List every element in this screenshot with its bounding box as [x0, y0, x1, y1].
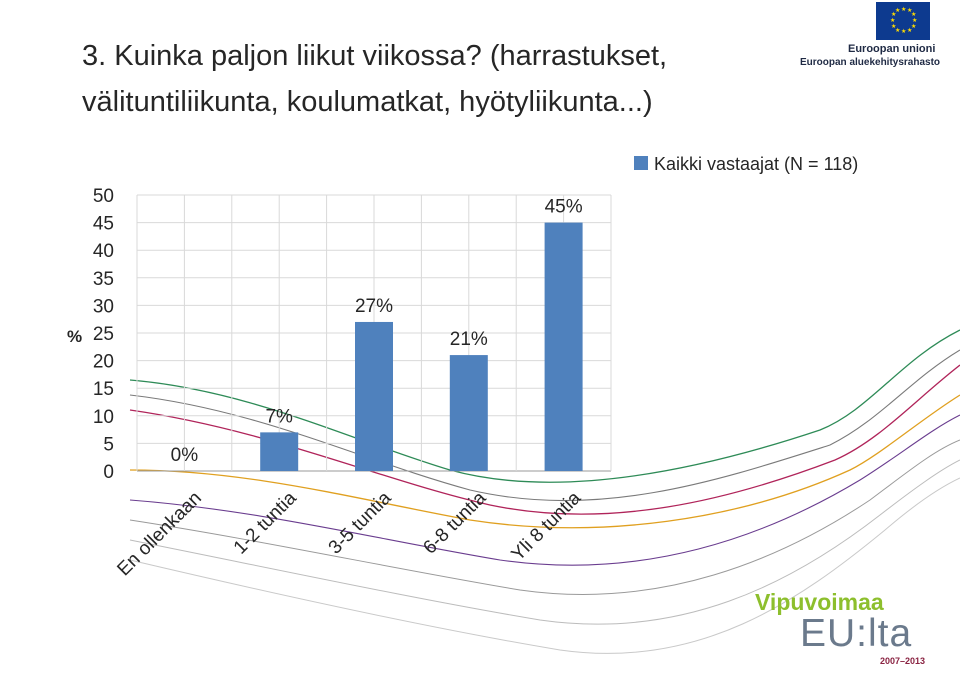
x-category-label: 1-2 tuntia [230, 487, 301, 558]
svg-text:★: ★ [911, 11, 916, 18]
svg-text:★: ★ [911, 23, 916, 30]
x-category-label: 6-8 tuntia [419, 487, 490, 558]
svg-text:★: ★ [891, 11, 896, 18]
y-tick-label: 40 [93, 241, 114, 262]
bar [544, 222, 583, 471]
data-label: 0% [171, 445, 199, 466]
y-tick-label: 35 [93, 269, 114, 290]
x-category-label: 3-5 tuntia [325, 487, 396, 558]
y-tick-label: 5 [103, 434, 114, 455]
y-tick-label: 25 [93, 324, 114, 345]
svg-text:★: ★ [912, 17, 917, 24]
x-category-label: En ollenkaan [113, 488, 206, 581]
y-tick-label: 50 [93, 186, 114, 207]
eu-union-label: Euroopan unioni [848, 43, 936, 55]
data-label: 45% [545, 197, 583, 218]
svg-text:★: ★ [895, 27, 900, 34]
vipuvoimaa-logo-text: Vipuvoimaa [755, 589, 884, 615]
y-axis-label: % [67, 327, 82, 346]
chart-bars [260, 222, 583, 471]
svg-text:★: ★ [901, 6, 906, 13]
chart-category-labels: En ollenkaan 1-2 tuntia 3-5 tuntia 6-8 tunt… [113, 487, 585, 580]
slide-title-line-1: 3. Kuinka paljon liikut viikossa? (harra… [82, 40, 668, 72]
data-label: 7% [265, 406, 293, 427]
y-tick-label: 15 [93, 379, 114, 400]
data-label: 21% [450, 329, 488, 350]
slide-title-line-2: välituntiliikunta, koulumatkat, hyötylii… [82, 86, 653, 118]
bar [355, 321, 393, 471]
bar [449, 355, 488, 471]
y-tick-label: 0 [103, 462, 114, 483]
chart-y-ticks: 0 5 10 15 20 25 30 35 40 45 50 [93, 186, 114, 483]
y-tick-label: 10 [93, 407, 114, 428]
svg-text:★: ★ [891, 23, 896, 30]
bar [260, 432, 299, 471]
eulta-logo-text: EU:lta [800, 612, 913, 655]
years-logo-text: 2007–2013 [880, 656, 926, 666]
legend-swatch [634, 156, 648, 170]
svg-text:★: ★ [907, 27, 912, 34]
chart-data-labels: 0% 7% 27% 21% 45% [171, 197, 583, 466]
eu-flag-icon: ★ ★★ ★★★ ★★★ ★★★ [876, 2, 930, 40]
svg-text:★: ★ [890, 17, 895, 24]
data-label: 27% [355, 296, 393, 317]
eu-fund-label: Euroopan aluekehitysrahasto [800, 57, 941, 68]
svg-text:★: ★ [901, 28, 906, 35]
legend-label: Kaikki vastaajat (N = 118) [654, 154, 858, 174]
x-category-label: Yli 8 tuntia [508, 487, 586, 565]
svg-text:★: ★ [907, 7, 912, 14]
svg-text:★: ★ [895, 7, 900, 14]
y-tick-label: 20 [93, 352, 114, 373]
y-tick-label: 45 [93, 214, 114, 235]
y-tick-label: 30 [93, 296, 114, 317]
